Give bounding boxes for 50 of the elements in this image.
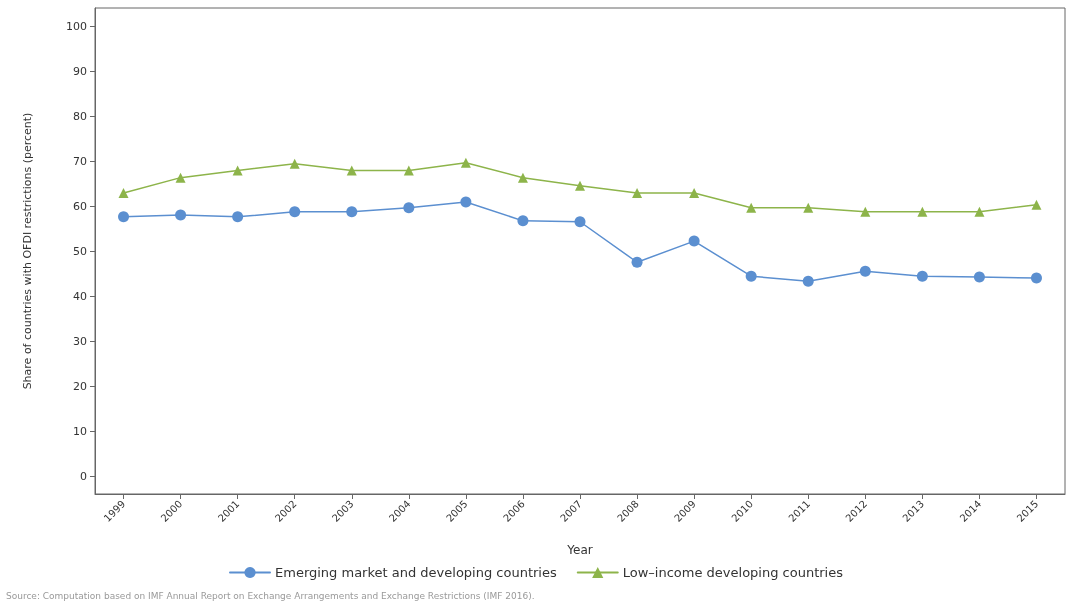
point (631, 256, 643, 268)
point (973, 271, 985, 283)
legend-label: Low–income developing countries (622, 565, 844, 580)
point (860, 206, 871, 217)
x-axis-title: Year (566, 543, 593, 557)
point (689, 187, 700, 198)
point (460, 157, 471, 168)
point (688, 235, 700, 247)
point (346, 206, 358, 218)
point (575, 180, 585, 191)
point (232, 165, 243, 176)
y-tick-label: 90 (73, 64, 87, 78)
y-axis-title: Share of countries with OFDI restrictions (percent) (21, 112, 34, 390)
point (232, 211, 244, 223)
point (1031, 199, 1042, 210)
point (745, 270, 757, 282)
point (403, 165, 414, 176)
point (460, 196, 472, 208)
y-tick-label: 60 (73, 199, 87, 213)
point (746, 202, 757, 213)
source-note: Source: Computation based on IMF Annual Report on Exchange Arrangements and Exchange Restrictions (IMF 2016). (6, 590, 535, 601)
point (289, 206, 301, 218)
point (803, 202, 814, 213)
point (175, 209, 187, 221)
point (859, 265, 871, 277)
y-tick-label: 10 (73, 424, 87, 438)
y-tick-label: 0 (80, 469, 87, 483)
point (517, 215, 529, 227)
point (175, 172, 186, 183)
point (118, 211, 130, 223)
point (574, 216, 586, 228)
point (346, 165, 357, 176)
y-tick-label: 100 (66, 19, 87, 33)
point (632, 187, 643, 198)
point (403, 202, 415, 214)
y-tick-label: 20 (73, 379, 87, 393)
y-tick-label: 80 (73, 109, 87, 123)
y-tick-label: 40 (73, 289, 87, 303)
y-tick-label: 30 (73, 334, 87, 348)
point (802, 275, 814, 287)
y-tick-label: 50 (73, 244, 87, 258)
point (517, 172, 528, 183)
point (916, 270, 928, 282)
point (289, 158, 300, 169)
y-tick-label: 70 (73, 154, 87, 168)
point (974, 206, 985, 217)
point (917, 206, 928, 217)
legend-label: Emerging market and developing countries (275, 565, 557, 580)
point (118, 187, 129, 198)
point (1030, 272, 1042, 284)
